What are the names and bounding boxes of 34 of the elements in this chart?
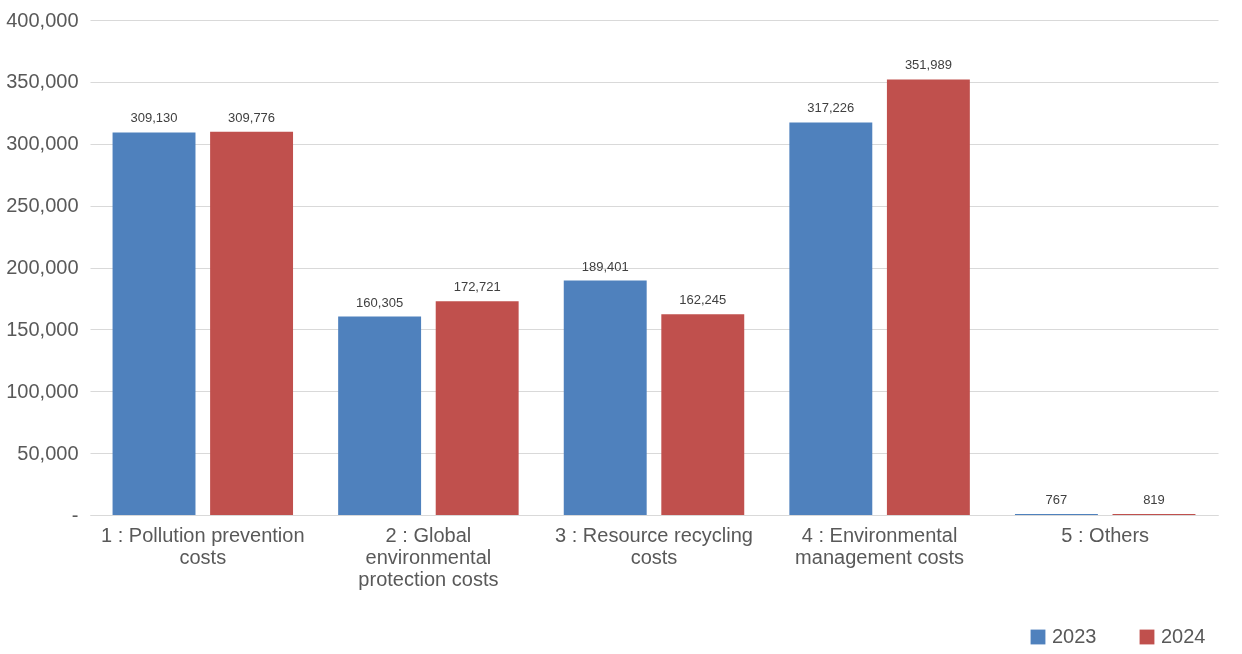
x-tick-label: 3 : Resource recycling costs — [555, 523, 753, 568]
data-label: 160,305 — [356, 294, 404, 310]
legend-label: 2024 — [1161, 625, 1206, 647]
data-label: 189,401 — [581, 258, 629, 274]
y-tick-label: 100,000 — [6, 379, 79, 402]
y-tick-label: 400,000 — [6, 8, 79, 31]
data-label: 317,226 — [807, 100, 855, 116]
x-tick-label: 5 : Others — [1061, 523, 1150, 546]
y-tick-label: 350,000 — [6, 70, 79, 93]
data-label: 819 — [1143, 491, 1165, 507]
x-tick-label: 1 : Pollution prevention costs — [101, 523, 305, 568]
bar — [661, 314, 745, 515]
y-tick-label: 150,000 — [6, 317, 79, 340]
bar — [210, 131, 294, 515]
y-tick-label: 250,000 — [6, 194, 79, 217]
x-tick-label: 4 : Environmental management costs — [795, 523, 965, 568]
legend-label: 2023 — [1052, 625, 1097, 647]
y-tick-label: 300,000 — [6, 132, 79, 155]
data-label: 351,989 — [904, 57, 952, 73]
y-tick-label: - — [71, 503, 79, 526]
data-label: 309,776 — [228, 109, 276, 125]
x-tick-label: 2 : Global environmental protection costs — [358, 523, 499, 590]
y-tick-label: 50,000 — [17, 441, 79, 464]
bar — [886, 79, 970, 515]
bar — [563, 280, 647, 515]
y-tick-label: 200,000 — [6, 256, 79, 278]
data-label: 767 — [1045, 492, 1068, 508]
data-label: 172,721 — [453, 279, 501, 295]
bar — [338, 316, 422, 515]
bar — [789, 122, 873, 515]
bar — [112, 132, 196, 515]
data-label: 162,245 — [679, 292, 727, 308]
data-label: 309,130 — [130, 110, 178, 126]
bar — [435, 301, 519, 515]
